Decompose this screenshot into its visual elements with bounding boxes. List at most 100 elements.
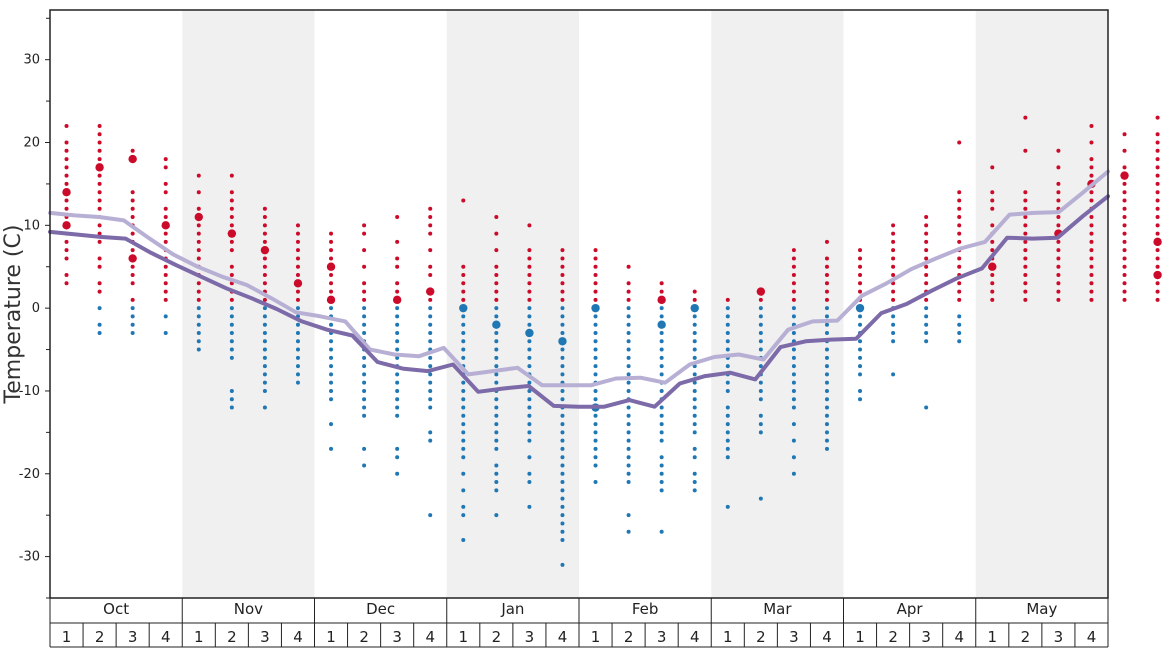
warm-point [1089,248,1094,253]
cold-point [659,430,664,435]
warm-point [1155,231,1160,236]
cold-point [692,405,697,410]
cold-point [560,504,565,509]
warm-point [1155,223,1160,228]
warm-point [791,264,796,269]
cold-point [295,372,300,377]
cold-point [626,380,631,385]
warm-point [1056,239,1061,244]
warm-point [957,215,962,220]
warm-point [924,281,929,286]
warm-point [262,281,267,286]
warm-point [196,231,201,236]
cold-point [758,388,763,393]
cold-point [725,314,730,319]
warm-point [1089,289,1094,294]
warm-point-large [756,287,766,296]
week-label: 3 [128,628,138,646]
cold-point [824,347,829,352]
warm-point [1089,223,1094,228]
cold-point [527,455,532,460]
warm-point [824,256,829,261]
week-label: 1 [988,628,998,646]
cold-point [494,347,499,352]
warm-point [824,264,829,269]
warm-point [1089,256,1094,261]
warm-point [1155,289,1160,294]
warm-point [229,239,234,244]
warm-point [1056,264,1061,269]
cold-point [229,405,234,410]
warm-point [990,198,995,203]
cold-point [461,488,466,493]
cold-point [262,330,267,335]
cold-point-large [657,320,666,329]
warm-point [130,231,135,236]
cold-point [725,339,730,344]
month-label-oct: Oct [103,600,129,618]
cold-point [461,413,466,418]
cold-point [329,422,334,427]
warm-point [560,273,565,278]
cold-point [692,488,697,493]
warm-point-large [128,254,137,263]
cold-point [758,496,763,501]
warm-point [593,256,598,261]
warm-point [262,264,267,269]
warm-point [957,297,962,302]
cold-point [824,438,829,443]
cold-point [461,430,466,435]
week-label: 1 [326,628,336,646]
warm-point [163,297,168,302]
warm-point [130,190,135,195]
cold-point [461,438,466,443]
cold-point [461,405,466,410]
cold-point [494,422,499,427]
cold-point [362,364,367,369]
cold-point [329,397,334,402]
warm-point [262,256,267,261]
warm-point-large [62,187,71,197]
warm-point [990,248,995,253]
cold-point [527,422,532,427]
cold-point [262,372,267,377]
cold-point [593,372,598,377]
warm-point [163,264,168,269]
cold-point [527,405,532,410]
cold-point [229,388,234,393]
warm-point [64,140,69,145]
warm-point [163,157,168,162]
cold-point-large [558,337,567,346]
warm-point [1122,181,1127,186]
cold-point [725,438,730,443]
cold-point [527,438,532,443]
warm-point [295,264,300,269]
warm-point [395,239,400,244]
week-label: 4 [822,628,832,646]
warm-point [593,289,598,294]
warm-point [130,248,135,253]
cold-point [494,471,499,476]
cold-point [593,446,598,451]
cold-point [758,364,763,369]
cold-point [560,463,565,468]
cold-point [329,355,334,360]
cold-point [527,480,532,485]
warm-point [196,289,201,294]
warm-point [163,215,168,220]
warm-point [957,223,962,228]
cold-point [659,480,664,485]
warm-point [163,281,168,286]
warm-point [990,223,995,228]
warm-point [1089,273,1094,278]
cold-point [329,306,334,311]
warm-point [891,239,896,244]
cold-point [725,322,730,327]
warm-point [1089,281,1094,286]
cold-point [560,322,565,327]
cold-point [362,405,367,410]
cold-point-large [492,320,501,329]
month-band-jan [446,10,579,598]
week-label: 3 [525,628,535,646]
